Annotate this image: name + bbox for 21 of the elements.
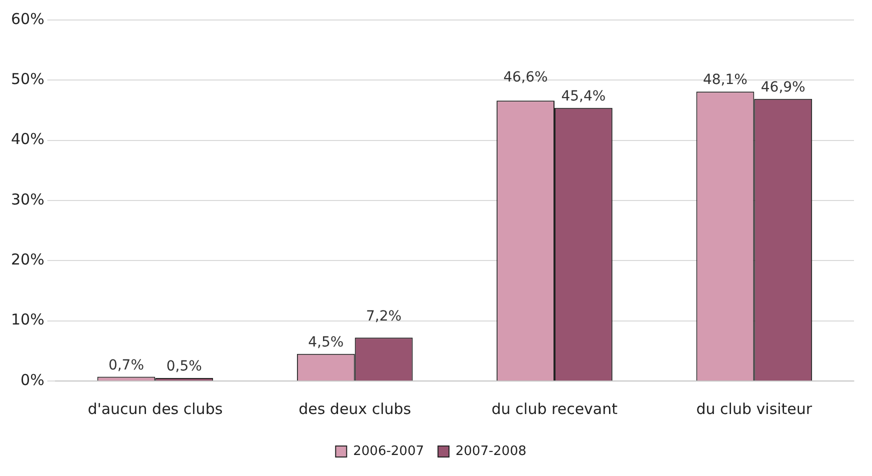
data-label: 46,6% bbox=[503, 69, 548, 86]
x-tick-label: d'aucun des clubs bbox=[88, 400, 223, 418]
x-tick-label: du club recevant bbox=[491, 400, 618, 418]
data-label: 48,1% bbox=[702, 72, 748, 88]
y-tick-label: 50% bbox=[10, 70, 44, 88]
data-label: 0,5% bbox=[166, 358, 202, 375]
y-tick-label: 0% bbox=[20, 370, 44, 389]
data-label: 7,2% bbox=[366, 308, 402, 324]
x-tick-label: du club visiteur bbox=[696, 400, 813, 418]
data-label: 45,4% bbox=[561, 88, 606, 104]
data-label: 4,5% bbox=[308, 334, 344, 351]
x-tick-label: des deux clubs bbox=[298, 400, 412, 418]
y-tick-label: 30% bbox=[10, 190, 44, 208]
data-label: 46,9% bbox=[760, 79, 806, 96]
data-label: 0,7% bbox=[108, 357, 144, 374]
y-tick-label: 60% bbox=[10, 10, 44, 28]
legend-label: 2006-2007 bbox=[353, 444, 424, 459]
y-tick-label: 10% bbox=[10, 310, 44, 329]
y-tick-label: 20% bbox=[10, 250, 44, 269]
legend-label: 2007-2008 bbox=[456, 444, 526, 459]
y-tick-label: 40% bbox=[10, 130, 44, 148]
